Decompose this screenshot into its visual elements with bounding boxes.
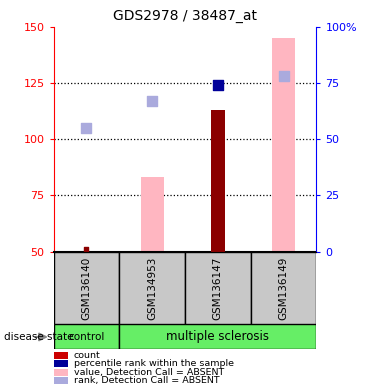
Bar	[54, 324, 119, 349]
Bar	[119, 324, 316, 349]
Bar	[272, 38, 295, 252]
Point	[84, 125, 90, 131]
Text: value, Detection Call = ABSENT: value, Detection Call = ABSENT	[74, 367, 224, 377]
Text: percentile rank within the sample: percentile rank within the sample	[74, 359, 234, 368]
Point	[215, 82, 221, 88]
Text: GSM134953: GSM134953	[147, 256, 157, 320]
Text: control: control	[68, 332, 105, 342]
Point	[149, 98, 155, 104]
Bar	[119, 252, 185, 324]
Text: multiple sclerosis: multiple sclerosis	[166, 331, 269, 343]
Text: GSM136140: GSM136140	[81, 257, 91, 319]
Bar	[54, 252, 119, 324]
Text: GSM136147: GSM136147	[213, 256, 223, 320]
Bar	[211, 110, 225, 252]
Text: GSM136149: GSM136149	[279, 256, 289, 320]
Bar	[251, 252, 316, 324]
Bar	[141, 177, 164, 252]
Text: rank, Detection Call = ABSENT: rank, Detection Call = ABSENT	[74, 376, 220, 384]
Point	[84, 246, 90, 252]
Text: count: count	[74, 351, 101, 360]
Text: disease state: disease state	[4, 332, 73, 342]
Point	[280, 73, 286, 79]
Bar	[185, 252, 251, 324]
Title: GDS2978 / 38487_at: GDS2978 / 38487_at	[113, 9, 257, 23]
